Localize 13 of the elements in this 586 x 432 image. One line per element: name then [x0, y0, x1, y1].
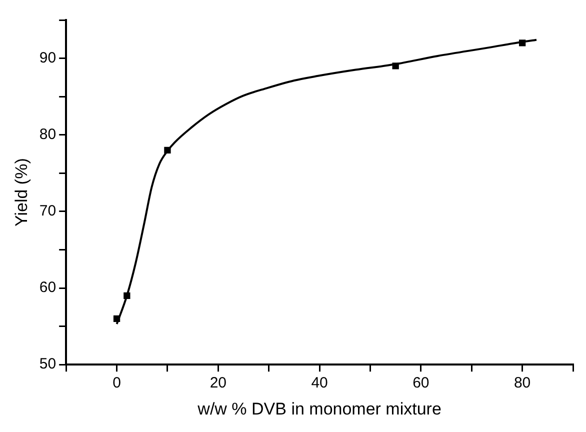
x-tick-label: 40	[311, 374, 328, 392]
x-tick-label: 20	[210, 374, 227, 392]
y-tick-label: 70	[39, 202, 56, 220]
x-tick-label: 0	[112, 374, 121, 392]
x-axis-title: w/w % DVB in monomer mixture	[196, 399, 442, 418]
line-series	[116, 38, 538, 326]
x-tick-label: 80	[514, 374, 531, 392]
y-tick-label: 50	[39, 356, 56, 373]
y-tick-label: 80	[39, 126, 56, 144]
y-tick-label: 60	[39, 279, 56, 296]
x-tick-label: 60	[412, 374, 430, 392]
y-tick-label: 90	[39, 49, 56, 66]
y-axis-title: Yield (%)	[12, 158, 31, 226]
